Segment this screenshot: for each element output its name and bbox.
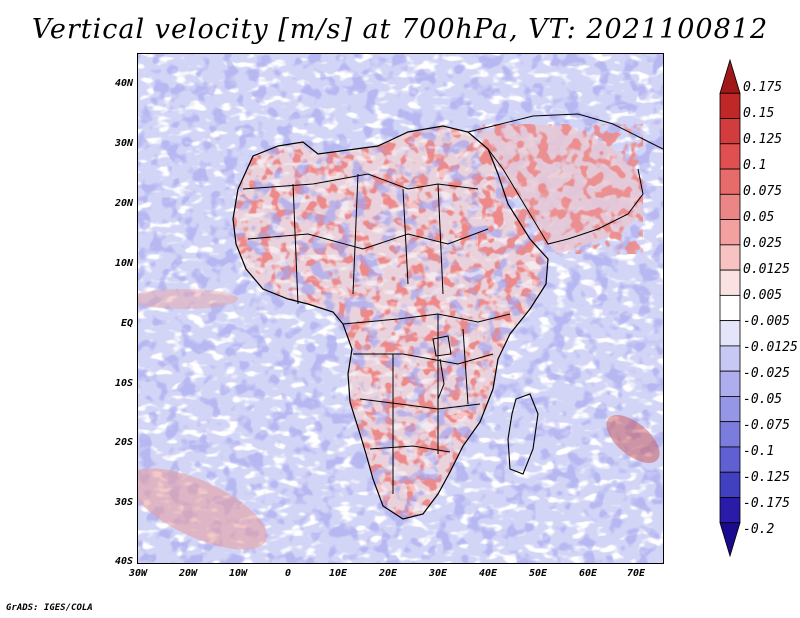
chart-title: Vertical velocity [m/s] at 700hPa, VT: 2… bbox=[31, 14, 769, 45]
colorbar-label: 0.005 bbox=[743, 288, 783, 303]
lon-label: 50E bbox=[528, 568, 548, 579]
colorbar-swatch bbox=[719, 522, 741, 558]
colorbar-swatch bbox=[719, 421, 741, 448]
colorbar-swatch bbox=[719, 345, 741, 372]
colorbar-swatch bbox=[719, 168, 741, 195]
colorbar-label: -0.0125 bbox=[743, 340, 798, 355]
lon-label: 0 bbox=[284, 568, 292, 579]
colorbar-label: -0.075 bbox=[743, 418, 790, 433]
lon-label: 20E bbox=[378, 568, 398, 579]
subtropical-anomaly-se bbox=[606, 415, 660, 463]
colorbar bbox=[719, 58, 741, 558]
colorbar-label: 0.15 bbox=[743, 106, 775, 121]
colorbar-swatch bbox=[719, 497, 741, 524]
lon-label: 30W bbox=[128, 568, 148, 579]
colorbar-label: -0.125 bbox=[743, 470, 790, 485]
colorbar-label: 0.025 bbox=[743, 236, 783, 251]
arabia-region bbox=[478, 124, 643, 254]
lat-label: 40N bbox=[114, 78, 133, 89]
colorbar-swatch bbox=[719, 471, 741, 498]
colorbar-label: -0.05 bbox=[743, 392, 783, 407]
lon-label: 10W bbox=[228, 568, 248, 579]
lon-label: 40E bbox=[478, 568, 498, 579]
credit-text: GrADS: IGES/COLA bbox=[6, 603, 93, 613]
lon-label: 30E bbox=[428, 568, 448, 579]
map-panel bbox=[137, 53, 664, 564]
lat-label: 10S bbox=[114, 378, 133, 389]
lat-label: 40S bbox=[114, 556, 133, 567]
lon-label: 70E bbox=[626, 568, 646, 579]
colorbar-swatch bbox=[719, 320, 741, 347]
colorbar-swatch bbox=[719, 58, 741, 94]
colorbar-swatch bbox=[719, 219, 741, 246]
colorbar-label: 0.05 bbox=[743, 210, 775, 225]
lon-label: 20W bbox=[178, 568, 198, 579]
colorbar-label: 0.0125 bbox=[743, 262, 790, 277]
colorbar-swatch bbox=[719, 244, 741, 271]
colorbar-label: -0.1 bbox=[743, 444, 775, 459]
lat-label: 20S bbox=[114, 437, 133, 448]
lon-label: 10E bbox=[328, 568, 348, 579]
lat-label: 30S bbox=[114, 497, 133, 508]
velocity-field-map bbox=[138, 54, 663, 563]
colorbar-label: -0.175 bbox=[743, 496, 790, 511]
lat-label: EQ bbox=[120, 318, 133, 329]
coastlines-and-borders bbox=[232, 113, 663, 520]
colorbar-swatch bbox=[719, 118, 741, 145]
colorbar-label: -0.005 bbox=[743, 314, 790, 329]
itcz-anomaly bbox=[138, 289, 238, 309]
colorbar-swatch bbox=[719, 370, 741, 397]
colorbar-label: 0.125 bbox=[743, 132, 783, 147]
colorbar-swatch bbox=[719, 294, 741, 322]
subtropical-anomaly-sw bbox=[138, 468, 267, 550]
lat-label: 10N bbox=[114, 258, 133, 269]
colorbar-label: 0.1 bbox=[743, 158, 767, 173]
colorbar-label: -0.025 bbox=[743, 366, 790, 381]
colorbar-swatch bbox=[719, 143, 741, 170]
colorbar-swatch bbox=[719, 269, 741, 296]
colorbar-swatch bbox=[719, 446, 741, 473]
colorbar-label: 0.075 bbox=[743, 184, 783, 199]
colorbar-swatch bbox=[719, 193, 741, 220]
lat-label: 30N bbox=[114, 138, 133, 149]
colorbar-label: 0.175 bbox=[743, 80, 783, 95]
colorbar-swatch bbox=[719, 92, 741, 119]
colorbar-label: -0.2 bbox=[743, 522, 775, 537]
colorbar-swatch bbox=[719, 396, 741, 423]
lat-label: 20N bbox=[114, 198, 133, 209]
lon-label: 60E bbox=[578, 568, 598, 579]
